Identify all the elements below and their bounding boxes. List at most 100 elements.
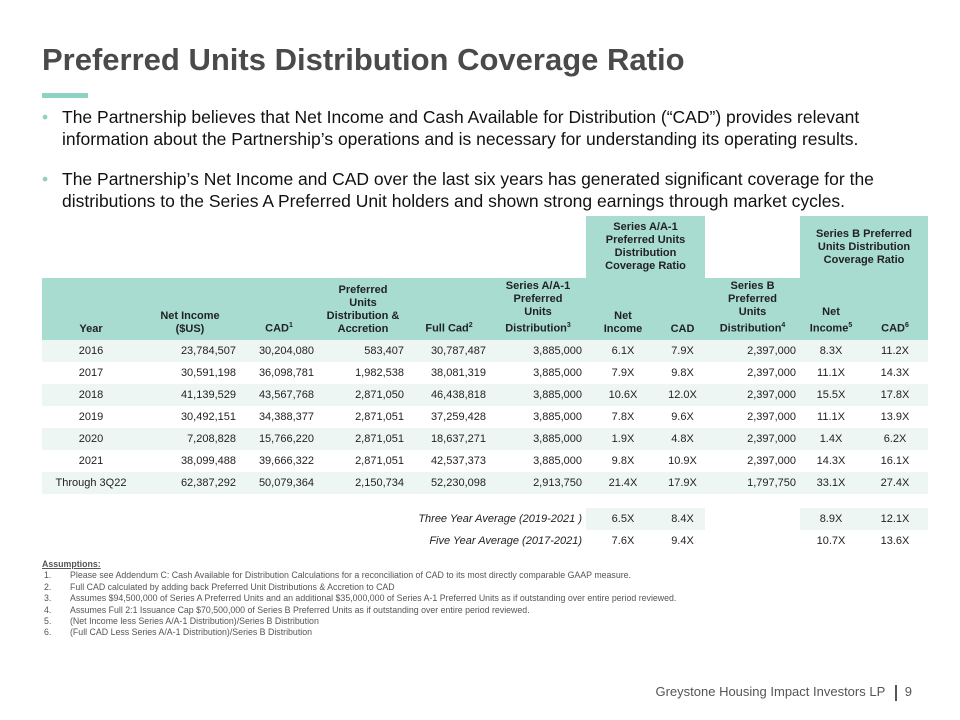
average-label: Five Year Average (2017-2021) bbox=[429, 535, 582, 547]
data-row: 2018 41,139,529 43,567,768 2,871,050 46,438,… bbox=[42, 384, 929, 406]
data-row: 2021 38,099,488 39,666,322 2,871,051 42,537,… bbox=[42, 450, 928, 472]
assumptions-title: Assumptions: bbox=[42, 559, 101, 569]
cell: 17.9X bbox=[660, 472, 706, 494]
assumption: 1. Please see Addendum C: Cash Available … bbox=[42, 570, 676, 581]
data-row: 2020 7,208,828 15,766,220 2,871,051 18,637,2… bbox=[42, 428, 929, 450]
empty-cell bbox=[705, 508, 800, 530]
assumption-number: 3. bbox=[44, 593, 52, 604]
bullet: The Partnership’s Net Income and CAD ove… bbox=[42, 168, 922, 212]
header-line: Coverage Ratio bbox=[605, 260, 686, 272]
assumption-text: Please see Addendum C: Cash Available fo… bbox=[70, 570, 631, 581]
header-line: Series B bbox=[730, 280, 775, 293]
cell: 43,567,768 bbox=[240, 384, 318, 406]
header-line: Preferred bbox=[728, 293, 777, 306]
empty-cell bbox=[408, 216, 490, 278]
cell: 18,637,271 bbox=[408, 428, 490, 450]
assumption-text: Assumes Full 2:1 Issuance Cap $70,500,00… bbox=[70, 604, 530, 615]
header-line: Units Distribution bbox=[817, 240, 911, 253]
cell: 11.1X bbox=[817, 367, 845, 379]
header-line: Distribution & bbox=[326, 310, 400, 322]
header-line: Distribution3 bbox=[505, 322, 571, 335]
average-value: 10.7X bbox=[816, 535, 846, 547]
cell: 30,787,487 bbox=[408, 340, 490, 362]
cell: 2,150,734 bbox=[318, 472, 408, 494]
data-row: 2017 30,591,198 36,098,781 1,982,538 38,081,… bbox=[42, 362, 928, 384]
column-header: CAD bbox=[660, 278, 706, 340]
header-line: Series B Preferred bbox=[816, 227, 913, 240]
group-header: Series A/A-1 Preferred Units Distribution C… bbox=[586, 216, 706, 278]
cell: 21.4X bbox=[586, 472, 660, 494]
spacer-row bbox=[42, 494, 928, 508]
average-value: 8.9X bbox=[800, 508, 863, 530]
cell: 2017 bbox=[78, 367, 104, 379]
cell: 2020 bbox=[42, 428, 140, 450]
cell: 16.1X bbox=[880, 455, 910, 467]
header-line: ($US) bbox=[175, 323, 205, 335]
cell: 38,081,319 bbox=[430, 367, 486, 379]
assumption-text: (Full CAD Less Series A/A-1 Distribution… bbox=[70, 627, 312, 638]
cell: 11.1X bbox=[817, 411, 845, 423]
header-line: Income5 bbox=[809, 322, 853, 335]
cell: 2,913,750 bbox=[490, 472, 586, 494]
empty-cell bbox=[140, 216, 240, 278]
footnote-ref: 4 bbox=[781, 322, 786, 330]
footnote-ref: 6 bbox=[904, 322, 909, 330]
assumption-number: 6. bbox=[44, 627, 52, 638]
cell: 46,438,818 bbox=[408, 384, 490, 406]
assumptions: Assumptions: 1. Please see Addendum C: Cas… bbox=[42, 559, 676, 639]
cell: 2,397,000 bbox=[747, 411, 797, 423]
cell: 30,492,151 bbox=[180, 411, 236, 423]
cell: Through 3Q22 bbox=[42, 472, 140, 494]
cell: 4.8X bbox=[660, 428, 706, 450]
header-line: Units bbox=[524, 306, 552, 319]
title: Preferred Units Distribution Coverage Ra… bbox=[42, 42, 685, 77]
cell: 1,797,750 bbox=[705, 472, 801, 494]
average-row: Three Year Average (2019-2021 ) 6.5X 8.4X 8… bbox=[42, 508, 929, 530]
header-line: CAD1 bbox=[265, 322, 293, 335]
header-line: Year bbox=[79, 323, 103, 335]
cell: 2,397,000 bbox=[705, 428, 801, 450]
cell: 7.9X bbox=[611, 367, 635, 379]
title-underline bbox=[42, 93, 88, 98]
column-header: Preferred Units Distribution & Accretion bbox=[318, 278, 408, 340]
column-header-row: Year Net Income ($US) CAD1 Preferred Units Dis… bbox=[42, 278, 929, 340]
header-line: Units bbox=[738, 306, 767, 319]
cell: 3,885,000 bbox=[490, 340, 586, 362]
cell: 2,871,051 bbox=[318, 428, 408, 450]
cell: 34,388,377 bbox=[258, 411, 314, 423]
cell: 2021 bbox=[78, 455, 104, 467]
header-line: Preferred Units bbox=[605, 234, 686, 246]
header-line: Full Cad2 bbox=[425, 322, 473, 335]
cell: 38,099,488 bbox=[180, 455, 236, 467]
empty-cell bbox=[42, 216, 140, 278]
header-line: Coverage Ratio bbox=[823, 253, 905, 266]
cell: 52,230,098 bbox=[408, 472, 490, 494]
header-line: Preferred bbox=[338, 284, 388, 296]
cell: 2,397,000 bbox=[747, 367, 797, 379]
header-line: Series A/A-1 bbox=[613, 221, 678, 233]
footer: Greystone Housing Impact Investors LP 9 bbox=[655, 684, 912, 701]
cell: 42,537,373 bbox=[430, 455, 486, 467]
company: Greystone Housing Impact Investors LP bbox=[655, 684, 886, 699]
cell: 10.6X bbox=[586, 384, 660, 406]
cell: 2,397,000 bbox=[705, 384, 801, 406]
cell: 3,885,000 bbox=[490, 428, 586, 450]
column-header: Net Income bbox=[586, 278, 660, 340]
coverage-table: Series A/A-1 Preferred Units Distribution C… bbox=[42, 216, 929, 552]
header-line: Preferred bbox=[513, 293, 563, 306]
cell: 1.9X bbox=[586, 428, 660, 450]
cell: 14.3X bbox=[880, 367, 910, 379]
empty-cell bbox=[42, 494, 928, 508]
cell: 2018 bbox=[42, 384, 140, 406]
assumption: 4. Assumes Full 2:1 Issuance Cap $70,500,… bbox=[42, 605, 676, 616]
cell: 3,885,000 bbox=[533, 367, 582, 379]
cell: 11.2X bbox=[862, 340, 929, 362]
cell: 2,397,000 bbox=[747, 455, 797, 467]
header-line: Distribution bbox=[614, 247, 677, 259]
cell: 17.8X bbox=[862, 384, 929, 406]
column-header: CAD1 bbox=[240, 278, 318, 340]
assumption: 6. (Full CAD Less Series A/A-1 Distributi… bbox=[42, 627, 676, 638]
header-line: Series A/A-1 bbox=[505, 280, 571, 293]
header-line: CAD6 bbox=[881, 322, 909, 335]
cell: 7.9X bbox=[660, 340, 706, 362]
